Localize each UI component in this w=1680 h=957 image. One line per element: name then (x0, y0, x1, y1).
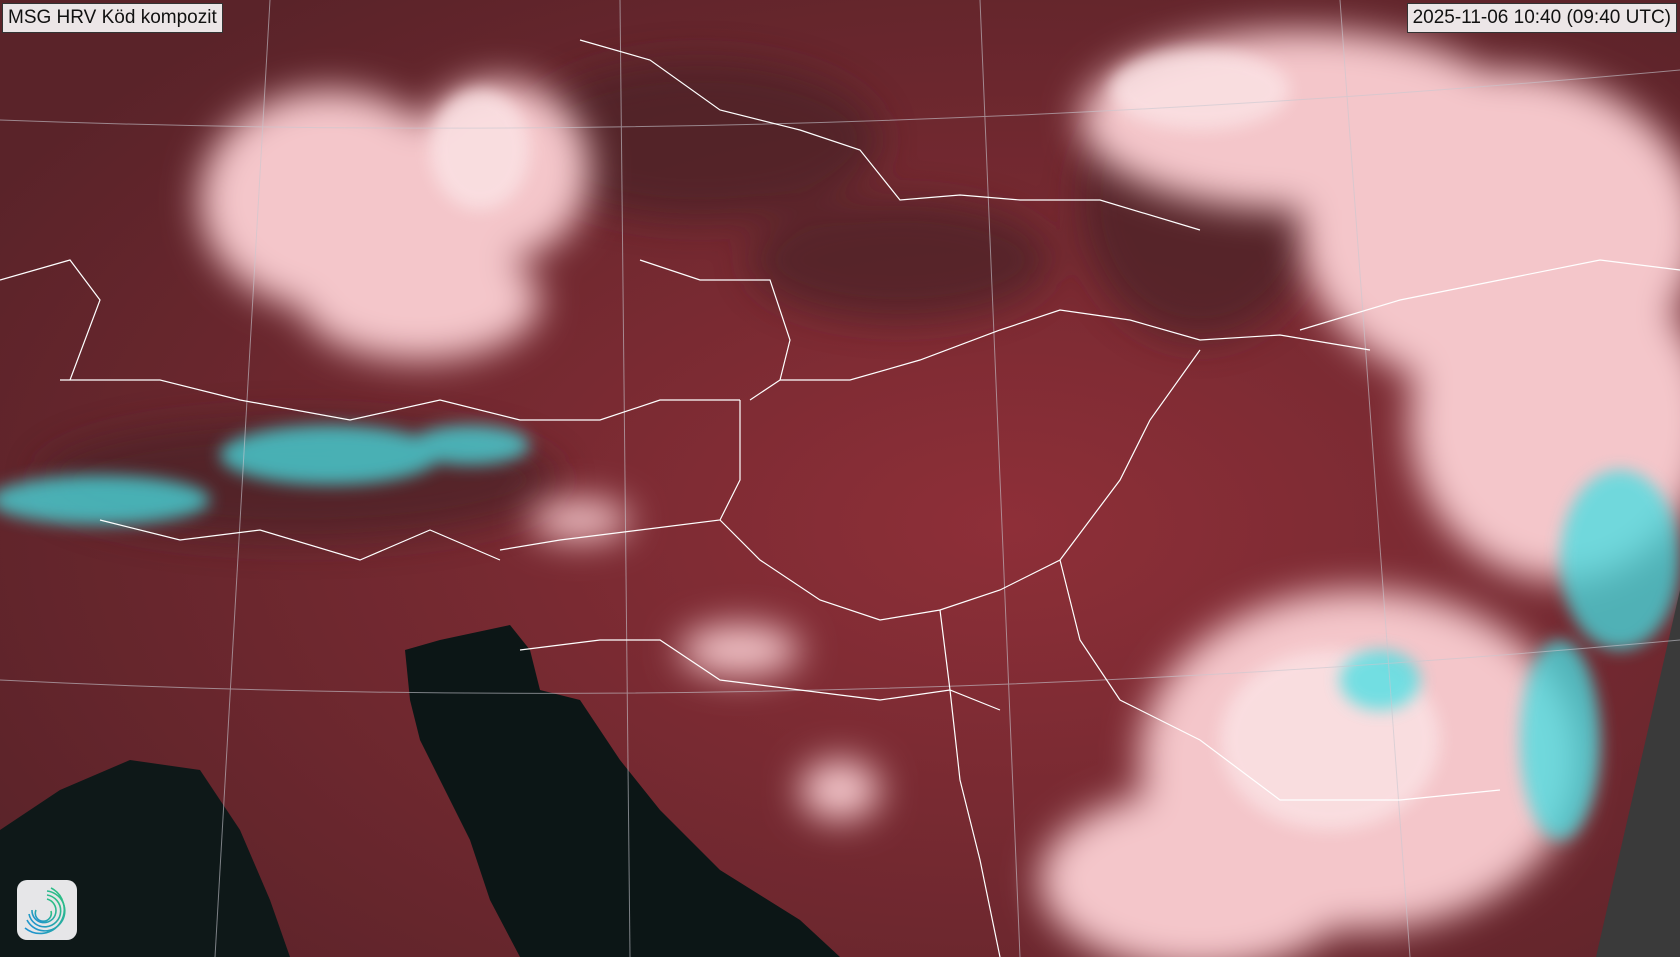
snow-cover (0, 425, 1680, 840)
product-title: MSG HRV Köd kompozit (2, 3, 223, 33)
swirl-logo-icon (17, 880, 77, 940)
timestamp-label: 2025-11-06 10:40 (09:40 UTC) (1406, 3, 1677, 33)
country-borders (0, 39, 1680, 957)
no-data-area (1596, 590, 1680, 957)
adriatic-sea (405, 625, 840, 957)
clouds (200, 30, 1680, 957)
